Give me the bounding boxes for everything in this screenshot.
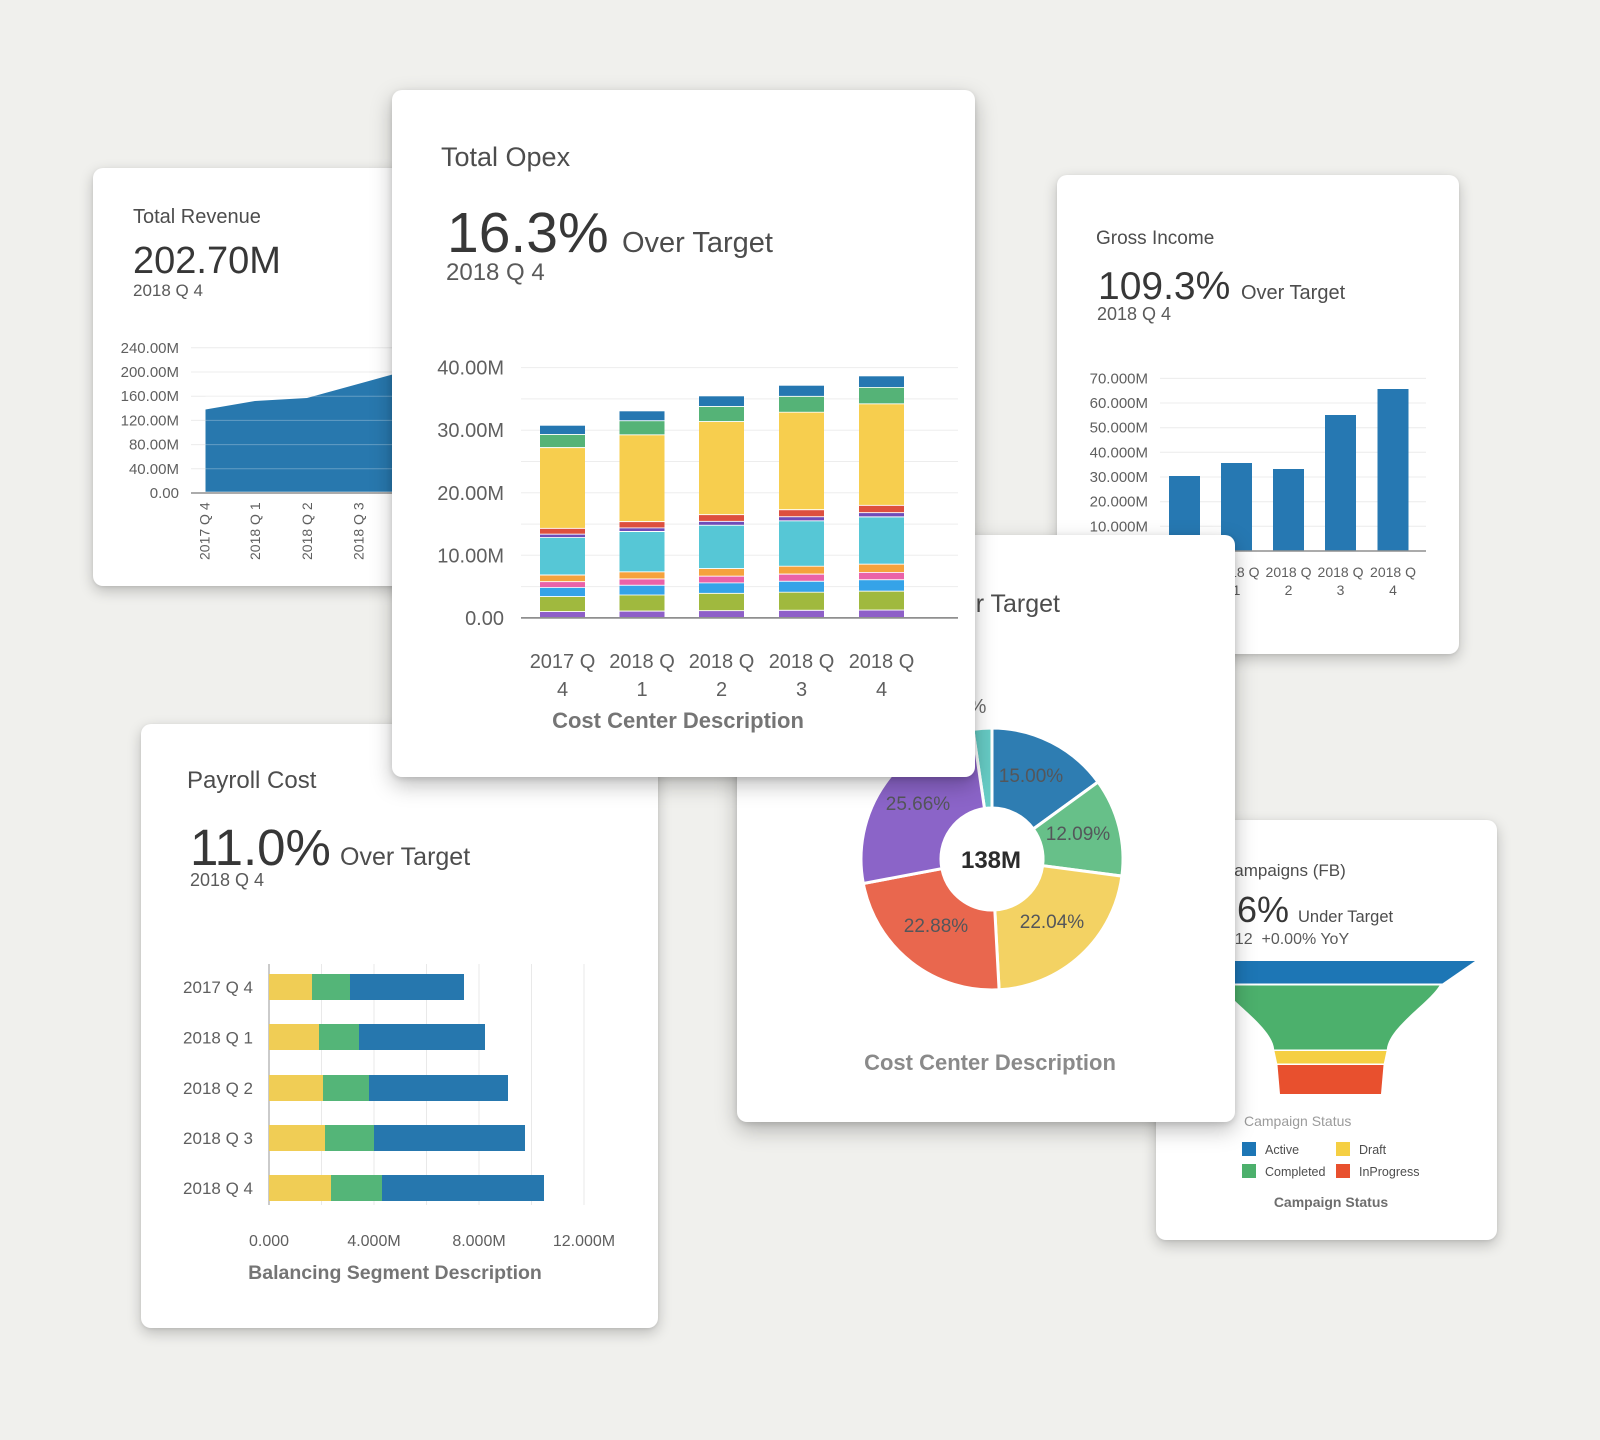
svg-text:70.000M: 70.000M bbox=[1090, 370, 1148, 387]
svg-text:120.00M: 120.00M bbox=[121, 412, 179, 429]
svg-text:15.00%: 15.00% bbox=[999, 766, 1064, 787]
svg-text:Under Target: Under Target bbox=[1298, 908, 1394, 926]
svg-text:1: 1 bbox=[636, 679, 647, 701]
svg-text:12.09%: 12.09% bbox=[1046, 824, 1111, 845]
svg-text:4: 4 bbox=[876, 679, 887, 701]
svg-text:2018 Q 4: 2018 Q 4 bbox=[183, 1179, 253, 1198]
svg-text:10.00M: 10.00M bbox=[437, 545, 504, 567]
svg-text:2: 2 bbox=[1285, 582, 1293, 598]
svg-text:20.000M: 20.000M bbox=[1090, 494, 1148, 511]
svg-text:8.000M: 8.000M bbox=[452, 1233, 505, 1250]
svg-text:2018 Q 2: 2018 Q 2 bbox=[183, 1079, 253, 1098]
svg-text:Gross Income: Gross Income bbox=[1096, 228, 1214, 249]
svg-text:Cost Center Description: Cost Center Description bbox=[552, 708, 804, 733]
svg-text:4.000M: 4.000M bbox=[347, 1233, 400, 1250]
svg-text:202.70M: 202.70M bbox=[133, 240, 281, 282]
svg-text:138M: 138M bbox=[961, 847, 1021, 874]
svg-text:12.000M: 12.000M bbox=[553, 1233, 615, 1250]
svg-text:2017 Q 4: 2017 Q 4 bbox=[183, 978, 253, 997]
svg-text:Over Target: Over Target bbox=[622, 227, 773, 259]
svg-text:50.000M: 50.000M bbox=[1090, 420, 1148, 437]
svg-text:Total Opex: Total Opex bbox=[441, 142, 571, 172]
svg-text:InProgress: InProgress bbox=[1359, 1165, 1419, 1179]
svg-text:Campaign Status: Campaign Status bbox=[1244, 1113, 1351, 1129]
svg-text:22.04%: 22.04% bbox=[1020, 912, 1085, 933]
svg-text:6%: 6% bbox=[1237, 889, 1289, 930]
svg-text:30.000M: 30.000M bbox=[1090, 469, 1148, 486]
svg-text:2018 Q 4: 2018 Q 4 bbox=[446, 259, 545, 286]
svg-text:25.66%: 25.66% bbox=[886, 794, 951, 815]
svg-text:2018 Q 4: 2018 Q 4 bbox=[133, 281, 203, 300]
svg-text:2018 Q: 2018 Q bbox=[609, 651, 675, 673]
svg-text:2018 Q 3: 2018 Q 3 bbox=[351, 502, 367, 560]
svg-text:2017 Q 4: 2017 Q 4 bbox=[197, 502, 213, 560]
svg-text:22.88%: 22.88% bbox=[904, 916, 969, 937]
svg-text:4: 4 bbox=[1389, 582, 1397, 598]
svg-text:2018 Q 1: 2018 Q 1 bbox=[183, 1029, 253, 1048]
svg-text:Over Target: Over Target bbox=[1241, 282, 1346, 304]
svg-text:2018 Q: 2018 Q bbox=[689, 651, 755, 673]
svg-text:Active: Active bbox=[1265, 1143, 1299, 1157]
svg-text:Draft: Draft bbox=[1359, 1143, 1387, 1157]
svg-text:2018 Q 3: 2018 Q 3 bbox=[183, 1129, 253, 1148]
svg-text:160.00M: 160.00M bbox=[121, 388, 179, 405]
svg-text:1: 1 bbox=[1233, 582, 1241, 598]
svg-text:Completed: Completed bbox=[1265, 1165, 1325, 1179]
svg-text:30.00M: 30.00M bbox=[437, 420, 504, 442]
svg-text:200.00M: 200.00M bbox=[121, 364, 179, 381]
svg-text:11.0%: 11.0% bbox=[190, 819, 331, 876]
svg-text:0.00: 0.00 bbox=[150, 485, 179, 502]
svg-text:4: 4 bbox=[557, 679, 568, 701]
svg-text:2018 Q: 2018 Q bbox=[1318, 564, 1364, 580]
svg-text:2018 Q 2: 2018 Q 2 bbox=[299, 502, 315, 560]
svg-text:Balancing Segment Description: Balancing Segment Description bbox=[248, 1262, 542, 1284]
svg-text:Over Target: Over Target bbox=[340, 843, 470, 871]
svg-text:0.00: 0.00 bbox=[465, 608, 504, 630]
svg-text:40.00M: 40.00M bbox=[129, 461, 179, 478]
svg-text:2: 2 bbox=[716, 679, 727, 701]
svg-text:2018 Q 4: 2018 Q 4 bbox=[1097, 304, 1171, 324]
svg-text:Cost Center Description: Cost Center Description bbox=[864, 1050, 1116, 1075]
svg-text:0.000: 0.000 bbox=[249, 1233, 289, 1250]
svg-text:80.00M: 80.00M bbox=[129, 437, 179, 454]
svg-text:3: 3 bbox=[1337, 582, 1345, 598]
svg-text:109.3%: 109.3% bbox=[1098, 265, 1230, 308]
svg-text:40.00M: 40.00M bbox=[437, 358, 504, 380]
svg-text:60.000M: 60.000M bbox=[1090, 395, 1148, 412]
svg-text:2012 +0.00% YoY: 2012 +0.00% YoY bbox=[1217, 931, 1349, 948]
svg-text:3: 3 bbox=[796, 679, 807, 701]
svg-text:240.00M: 240.00M bbox=[121, 340, 179, 357]
svg-text:Campaigns (FB): Campaigns (FB) bbox=[1222, 861, 1346, 880]
svg-text:2017 Q: 2017 Q bbox=[530, 651, 596, 673]
svg-text:2018 Q 1: 2018 Q 1 bbox=[247, 502, 263, 560]
svg-text:2018 Q 4: 2018 Q 4 bbox=[190, 870, 264, 890]
svg-text:2018 Q: 2018 Q bbox=[1370, 564, 1416, 580]
svg-text:40.000M: 40.000M bbox=[1090, 444, 1148, 461]
svg-text:2018 Q: 2018 Q bbox=[849, 651, 915, 673]
svg-text:20.00M: 20.00M bbox=[437, 483, 504, 505]
svg-text:16.3%: 16.3% bbox=[447, 201, 609, 265]
svg-text:Campaign Status: Campaign Status bbox=[1274, 1194, 1389, 1210]
svg-text:10.000M: 10.000M bbox=[1090, 518, 1148, 535]
svg-text:2018 Q: 2018 Q bbox=[769, 651, 835, 673]
svg-text:Payroll Cost: Payroll Cost bbox=[187, 767, 317, 794]
svg-text:2018 Q: 2018 Q bbox=[1266, 564, 1312, 580]
svg-text:Total Revenue: Total Revenue bbox=[133, 206, 261, 228]
